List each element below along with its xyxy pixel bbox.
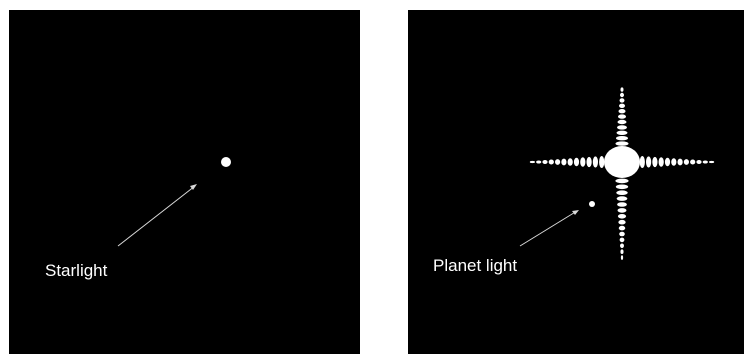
spike-left [536, 160, 542, 164]
starlight-diagram [117, 157, 231, 247]
spike-bottom [620, 255, 624, 260]
spike-left [573, 157, 580, 167]
spike-left [548, 159, 554, 165]
starlight-arrow-shaft [117, 185, 196, 247]
spike-right [690, 159, 696, 165]
diffraction-pattern-diagram [519, 87, 715, 260]
spike-left [586, 156, 592, 168]
spike-top [617, 125, 627, 130]
spike-bottom [619, 231, 625, 237]
spike-bottom [617, 208, 627, 213]
spike-right [639, 155, 645, 169]
spike-right [702, 160, 708, 164]
spike-bottom [617, 202, 627, 207]
planet-arrow-head [572, 210, 579, 215]
spike-bottom [616, 196, 628, 201]
planet-point [589, 201, 595, 207]
spike-right [683, 159, 689, 165]
spike-top [618, 109, 626, 114]
spike-right [709, 160, 715, 164]
starlight-panel: Starlight [9, 10, 360, 354]
planet-arrow-shaft [519, 210, 578, 247]
spike-top [617, 119, 627, 125]
spike-top [618, 114, 626, 119]
spike-left [542, 160, 548, 164]
spike-bottom [618, 225, 626, 231]
planet-light-panel: Planet light [408, 10, 744, 354]
spike-bottom [620, 249, 624, 254]
spike-right [671, 158, 677, 166]
diffraction-spikes [529, 87, 715, 260]
spike-bottom [620, 243, 624, 249]
spike-right [652, 156, 658, 168]
spike-bottom [619, 237, 625, 243]
spike-bottom [616, 190, 628, 195]
spike-right [646, 156, 652, 168]
spike-left [592, 156, 598, 168]
star-core [604, 146, 640, 178]
spike-bottom [617, 214, 627, 219]
spike-left [555, 159, 561, 165]
spike-top [620, 92, 624, 98]
spike-right [658, 157, 664, 167]
spike-left [599, 155, 605, 169]
spike-top [616, 136, 628, 141]
spike-left [529, 160, 535, 164]
spike-bottom [615, 178, 629, 184]
starlight-arrow-head [190, 184, 197, 190]
spike-top [619, 103, 625, 109]
spike-top [620, 87, 624, 92]
starlight-label: Starlight [45, 261, 108, 280]
spike-bottom [615, 184, 629, 190]
spike-top [619, 98, 625, 103]
spike-bottom [618, 219, 626, 225]
planet-light-label: Planet light [433, 256, 518, 275]
spike-left [567, 158, 573, 166]
star-point [221, 157, 231, 167]
spike-left [561, 158, 567, 166]
spike-right [696, 160, 702, 164]
spike-top [616, 130, 628, 135]
spike-right [664, 157, 671, 167]
spike-left [580, 157, 586, 167]
spike-top [615, 141, 629, 146]
spike-right [677, 158, 683, 166]
